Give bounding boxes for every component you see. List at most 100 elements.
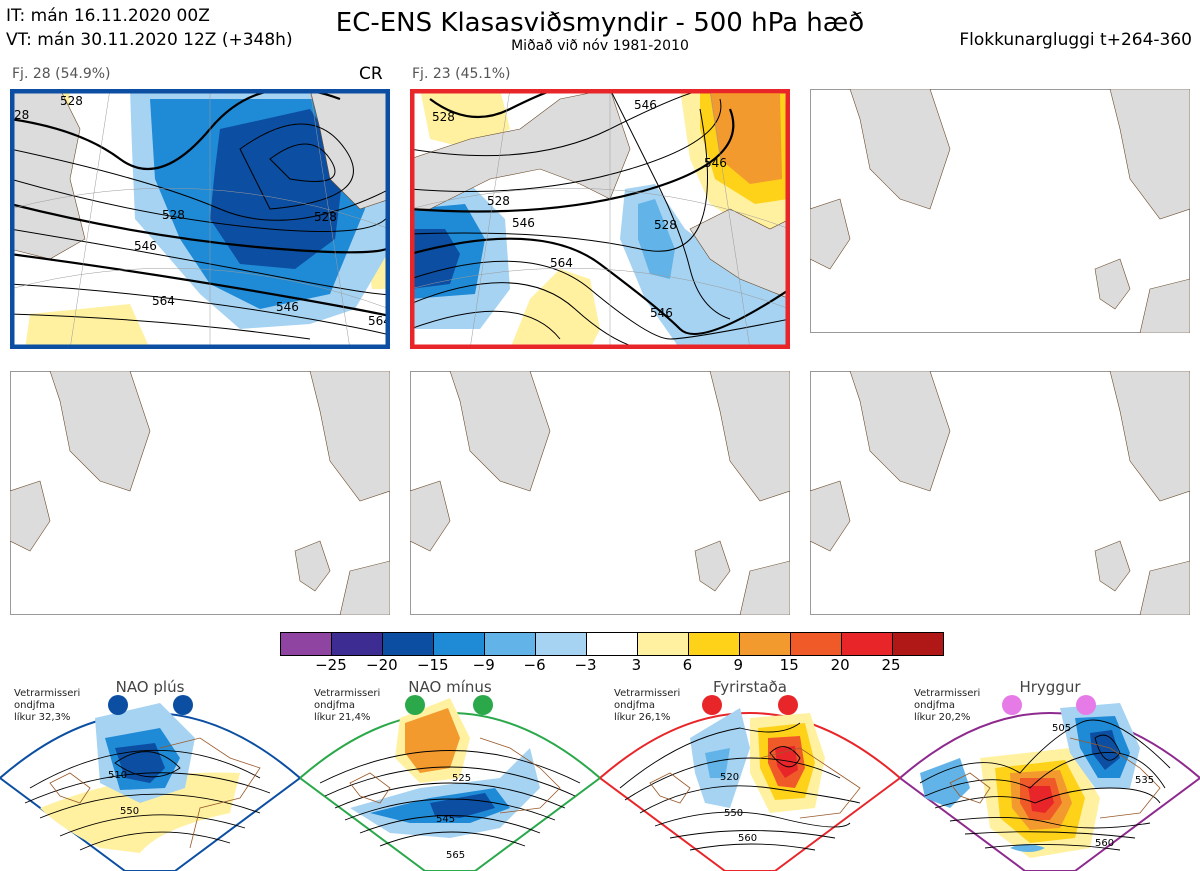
regime-2-label-2: 545 [436,814,455,825]
regime-blocking[interactable]: 520 550 560 Fyrirstaða Vetrarmisseri ond… [600,678,900,871]
regime-3-note-line-3: líkur 26,1% [614,712,671,723]
colorbar-tick-label: 15 [779,656,799,674]
regime-nao-plus[interactable]: 510 550 NAO plús Vetrarmisseri ondjfma l… [0,678,300,871]
regime-4-note-line-1: Vetrarmisseri [914,688,981,699]
cluster-map-3[interactable] [810,89,1190,349]
cluster-map-4-graphic [10,371,390,615]
colorbar-cell [842,633,893,655]
colorbar-cell [434,633,485,655]
p2-contour-label-2: 528 [487,194,510,208]
regime-3-note-line-2: ondjfma [614,700,655,711]
colorbar-cell [791,633,842,655]
cluster-map-2-graphic: 528 528 546 564 546 528 546 546 [410,89,790,349]
p1-contour-label-2: 528 [314,210,337,224]
cluster-map-6[interactable] [810,371,1190,631]
p1-contour-label-3: 546 [134,239,157,253]
p2-contour-label-3: 546 [512,216,535,230]
regime-2-label-3: 565 [446,850,465,861]
p1-contour-label-1: 528 [162,208,185,222]
colorbar-tick-label: −15 [416,656,449,674]
panel-1-tag: CR [359,64,383,84]
regime-4-note: Vetrarmisseri ondjfma líkur 20,2% [914,688,980,724]
init-time: IT: mán 16.11.2020 00Z [6,6,210,26]
p2-contour-label-6: 528 [654,218,677,232]
regime-nao-minus-graphic: 525 545 565 [300,695,600,871]
colorbar-cell [740,633,791,655]
colorbar-tick-label: 25 [881,656,901,674]
regime-1-note: Vetrarmisseri ondjfma líkur 32,3% [14,688,80,724]
colorbar-tick-label: −25 [315,656,347,674]
cluster-map-1-graphic: 528 528 546 546 564 564 528 28 [10,89,390,349]
regime-4-note-line-2: ondjfma [914,700,955,711]
colorbar-tick-label: −6 [523,656,546,674]
regime-3-note: Vetrarmisseri ondjfma líkur 26,1% [614,688,680,724]
cluster-map-4[interactable] [10,371,390,631]
cluster-map-5[interactable] [410,371,790,631]
colorbar-tick-label: 9 [733,656,744,674]
panel-2-frame [410,89,790,349]
p1-contour-label-7: 528 [60,94,83,108]
colorbar-cell [383,633,434,655]
colorbar-cell [485,633,536,655]
p1-contour-label-4: 546 [276,300,299,314]
panel-2-label: Fj. 23 (45.1%) [412,66,511,82]
cluster-map-3-graphic [810,89,1190,333]
anomaly-colorbar [280,632,944,656]
regime-3-label-2: 550 [724,808,743,819]
colorbar-cell [893,633,943,655]
regime-1-note-line-1: Vetrarmisseri [14,688,81,699]
regime-ridge-graphic: 505 535 560 [900,695,1200,871]
page-title: EC-ENS Klasasviðsmyndir - 500 hPa hæð [335,8,865,38]
regime-1-label-1: 510 [108,770,127,781]
regime-3-note-line-1: Vetrarmisseri [614,688,681,699]
p2-contour-label-7: 546 [704,156,727,170]
p2-contour-label-4: 564 [550,256,573,270]
colorbar-cell [689,633,740,655]
regime-1-note-line-2: ondjfma [14,700,55,711]
colorbar-tick-label: 20 [830,656,850,674]
panel-1-label: Fj. 28 (54.9%) [12,66,111,82]
regime-2-label-1: 525 [452,773,471,784]
regime-blocking-graphic: 520 550 560 [600,695,900,871]
p1-contour-label-5: 564 [152,294,175,308]
panel-1-frame [10,89,390,349]
regime-2-note-line-1: Vetrarmisseri [314,688,381,699]
colorbar-tick-label: −20 [366,656,398,674]
p2-contour-label-8: 546 [634,98,657,112]
regime-4-label-3: 560 [1095,838,1114,849]
regime-nao-minus[interactable]: 525 545 565 NAO mínus Vetrarmisseri ondj… [300,678,600,871]
cluster-map-6-graphic [810,371,1190,615]
colorbar-cell [281,633,332,655]
regime-2-name: NAO mínus [408,678,492,696]
colorbar-tick-label: −9 [472,656,495,674]
p2-contour-label-1: 528 [432,110,455,124]
page-subtitle: Miðað við nóv 1981-2010 [511,38,689,54]
colorbar-tick-label: 3 [631,656,642,674]
p1-contour-label-8: 28 [14,108,29,122]
colorbar-cell [332,633,383,655]
regime-1-label-2: 550 [120,806,139,817]
regime-nao-plus-graphic: 510 550 [0,695,300,871]
regime-2-note: Vetrarmisseri ondjfma líkur 21,4% [314,688,380,724]
colorbar-cell [638,633,689,655]
colorbar-cell [587,633,638,655]
regime-1-note-line-3: líkur 32,3% [14,712,71,723]
cluster-map-2[interactable]: 528 528 546 564 546 528 546 546 [410,89,790,349]
cluster-map-1[interactable]: 528 528 546 546 564 564 528 28 [10,89,390,349]
regime-4-label-2: 535 [1135,775,1154,786]
regime-2-note-line-2: ondjfma [314,700,355,711]
regime-1-name: NAO plús [115,678,185,696]
regime-4-name: Hryggur [1019,678,1081,696]
regime-4-note-line-3: líkur 20,2% [914,712,971,723]
regime-4-label-1: 505 [1052,723,1071,734]
colorbar-cell [536,633,587,655]
valid-time: VT: mán 30.11.2020 12Z (+348h) [6,30,293,50]
regime-2-note-line-3: líkur 21,4% [314,712,371,723]
cluster-map-5-graphic [410,371,790,615]
colorbar-tick-label: 6 [682,656,693,674]
regime-ridge[interactable]: 505 535 560 Hryggur Vetrarmisseri ondjfm… [900,678,1200,871]
regime-3-name: Fyrirstaða [713,678,787,696]
regime-3-label-3: 560 [738,833,757,844]
classification-window: Flokkunargluggi t+264-360 [959,30,1192,50]
p1-contour-label-6: 564 [368,314,390,328]
